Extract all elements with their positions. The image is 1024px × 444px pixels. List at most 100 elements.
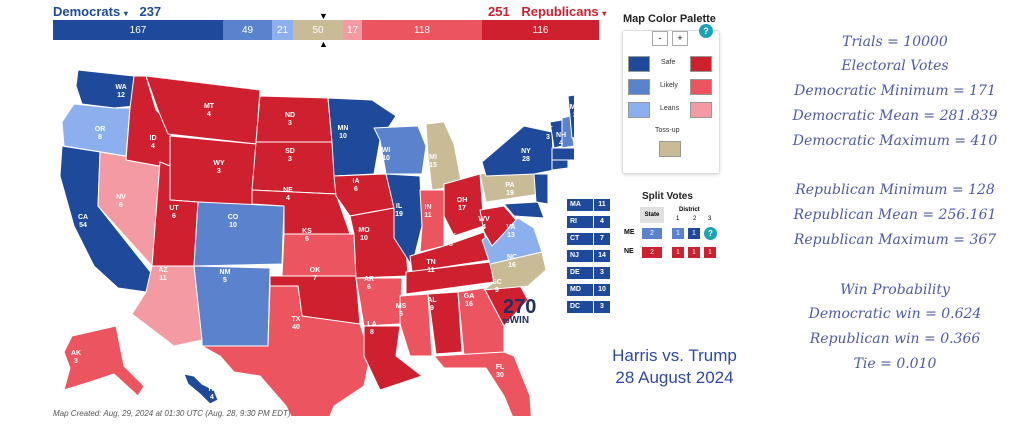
- swatch-likely-dem[interactable]: [628, 79, 650, 95]
- state-label-pa[interactable]: PA 19: [505, 182, 515, 197]
- state-label-ga[interactable]: GA 16: [463, 293, 475, 308]
- small-state-de[interactable]: DE: [567, 267, 593, 279]
- state-label-ny[interactable]: NY 28: [521, 148, 531, 163]
- state-label-co[interactable]: CO 10: [227, 214, 239, 229]
- state-label-ak[interactable]: AK 3: [70, 350, 82, 365]
- swatch-safe-dem[interactable]: [628, 56, 650, 72]
- state-label-nc[interactable]: NC 16: [506, 254, 518, 269]
- palette-minus-button[interactable]: -: [652, 31, 668, 46]
- bar-dem-likely: 49: [223, 20, 272, 40]
- help-icon[interactable]: ?: [704, 227, 717, 240]
- split-ne-state[interactable]: 2: [642, 247, 662, 258]
- swatch-likely-rep[interactable]: [690, 79, 712, 95]
- help-icon[interactable]: ?: [699, 24, 713, 38]
- state-oh: [443, 173, 485, 237]
- state-label-me[interactable]: ME 3: [569, 104, 581, 119]
- midpoint-marker-bottom: ▲: [319, 39, 328, 49]
- state-ma: [551, 147, 574, 161]
- state-label-nm[interactable]: NM 5: [219, 269, 231, 284]
- split-state-header: State: [640, 207, 664, 223]
- state-label-az[interactable]: AZ 11: [158, 267, 168, 282]
- small-state-ev-de: 3: [594, 267, 610, 279]
- split-ne-d3[interactable]: 1: [704, 247, 716, 258]
- state-label-fl[interactable]: FL 30: [495, 364, 505, 379]
- palette-safe-label: Safe: [661, 59, 676, 66]
- state-label-ok[interactable]: OK 7: [309, 267, 321, 282]
- state-label-nd[interactable]: ND 3: [284, 112, 296, 127]
- state-label-ky[interactable]: KY 8: [446, 233, 456, 248]
- state-in: [419, 189, 445, 253]
- split-me-d2[interactable]: 1: [688, 228, 700, 239]
- state-ms: [399, 293, 433, 357]
- state-label-vt[interactable]: VT 3: [543, 126, 553, 141]
- split-d2-header: 2: [693, 216, 697, 222]
- state-label-in[interactable]: IN 11: [424, 204, 432, 219]
- state-label-oh[interactable]: OH 17: [456, 197, 468, 212]
- palette-plus-button[interactable]: +: [672, 31, 688, 46]
- small-state-md[interactable]: MD: [567, 284, 593, 296]
- palette-title: Map Color Palette: [623, 13, 716, 25]
- state-label-mn[interactable]: MN 10: [337, 125, 349, 140]
- state-label-ms[interactable]: MS 6: [395, 303, 407, 318]
- state-hi: [183, 373, 219, 405]
- split-me-label: ME: [624, 229, 635, 236]
- state-label-sc[interactable]: SC 9: [492, 279, 502, 294]
- state-label-ca[interactable]: CA 54: [77, 214, 89, 229]
- small-state-ev-ct: 7: [594, 233, 610, 245]
- split-d1-header: 1: [676, 216, 680, 222]
- state-wv: [479, 205, 517, 247]
- small-state-ct[interactable]: CT: [567, 233, 593, 245]
- caption: Harris vs. Trump 28 August 2024: [592, 345, 757, 389]
- state-label-ut[interactable]: UT 6: [169, 205, 179, 220]
- small-state-ev-md: 10: [594, 284, 610, 296]
- swatch-leans-dem[interactable]: [628, 102, 650, 118]
- rep-header[interactable]: 251 Republicans ▾: [488, 4, 606, 19]
- state-label-ks[interactable]: KS 6: [302, 228, 312, 243]
- split-me-state[interactable]: 2: [642, 228, 662, 239]
- state-label-va[interactable]: VA 13: [506, 224, 516, 239]
- split-me-d1[interactable]: 1: [672, 228, 684, 239]
- state-label-wy[interactable]: WY 3: [213, 160, 225, 175]
- state-label-mo[interactable]: MO 10: [358, 227, 370, 242]
- state-al: [427, 291, 463, 355]
- dem-total: 237: [139, 4, 162, 19]
- palette-likely-label: Likely: [660, 82, 678, 89]
- small-state-ri[interactable]: RI: [567, 216, 593, 228]
- state-label-mt[interactable]: MT 4: [203, 103, 215, 118]
- state-label-al[interactable]: AL 9: [427, 297, 437, 312]
- state-label-ne[interactable]: NE 4: [283, 187, 293, 202]
- split-ne-d1[interactable]: 1: [672, 247, 684, 258]
- state-label-id[interactable]: ID 4: [149, 135, 157, 150]
- state-label-sd[interactable]: SD 3: [285, 148, 295, 163]
- state-label-hi[interactable]: HI 4: [208, 386, 216, 401]
- state-md: [503, 201, 545, 219]
- rep-total: 251: [488, 4, 510, 19]
- state-label-mi[interactable]: MI 15: [429, 154, 437, 169]
- small-state-ma[interactable]: MA: [567, 199, 593, 211]
- bar-rep-likely: 118: [362, 20, 482, 40]
- split-ne-d2[interactable]: 1: [688, 247, 700, 258]
- swatch-tossup[interactable]: [659, 141, 681, 157]
- state-label-ar[interactable]: AR 6: [363, 276, 375, 291]
- state-label-wi[interactable]: WI 10: [381, 147, 391, 162]
- state-label-or[interactable]: OR 8: [94, 126, 106, 141]
- state-label-wv[interactable]: WV 4: [478, 216, 490, 231]
- logo-win: WIN: [509, 315, 530, 326]
- dem-header[interactable]: Democrats ▾ 237: [53, 4, 161, 19]
- state-label-nv[interactable]: NV 6: [116, 194, 126, 209]
- small-state-dc[interactable]: DC: [567, 301, 593, 313]
- state-label-il[interactable]: IL 19: [395, 203, 403, 218]
- state-label-nh[interactable]: NH 4: [555, 132, 567, 147]
- state-label-tx[interactable]: TX 40: [291, 316, 301, 331]
- palette-leans-label: Leans: [660, 105, 680, 112]
- state-label-wa[interactable]: WA 12: [115, 84, 127, 99]
- small-state-nj[interactable]: NJ: [567, 250, 593, 262]
- swatch-leans-rep[interactable]: [690, 102, 712, 118]
- state-label-ia[interactable]: IA 6: [352, 178, 360, 193]
- swatch-safe-rep[interactable]: [690, 56, 712, 72]
- bar-rep-leans: 17: [343, 20, 362, 40]
- bar-rep-safe: 116: [482, 20, 599, 40]
- state-label-tn[interactable]: TN 11: [426, 259, 436, 274]
- state-label-la[interactable]: LA 8: [367, 321, 377, 336]
- dem-label: Democrats: [53, 4, 121, 19]
